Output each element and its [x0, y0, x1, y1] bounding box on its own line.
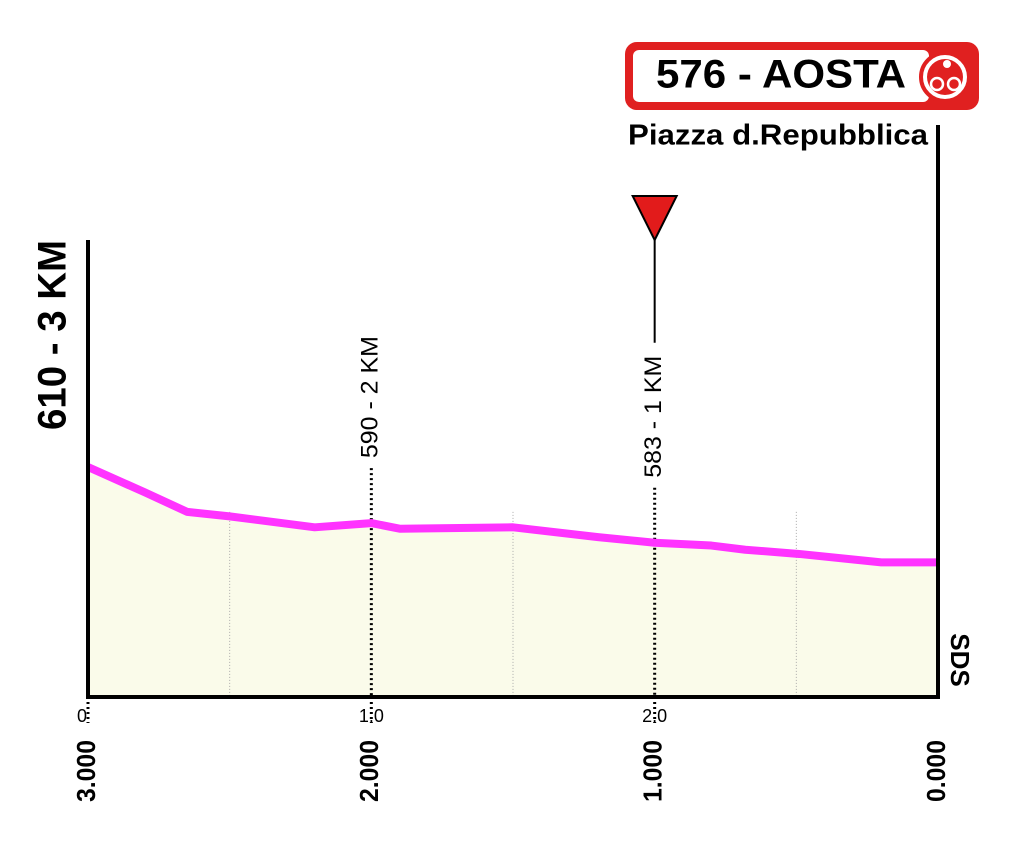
chart-subtitle: Piazza d.Repubblica: [628, 120, 929, 152]
annotation: 590 - 2 KM: [357, 336, 384, 458]
finish-icon-head: [943, 60, 951, 68]
finish-icon-fill: [927, 59, 963, 95]
x-tick-label: 0: [77, 706, 87, 726]
profile-line: [86, 463, 938, 567]
chart-title: 576 - AOSTA: [656, 53, 906, 97]
remaining-distance-label: 2.000: [354, 740, 384, 802]
x-tick-label: 1.0: [359, 706, 384, 726]
area-fill: [88, 467, 938, 697]
x-tick-label: 2.0: [642, 706, 667, 726]
title-box: [633, 50, 929, 102]
finish-icon-wheel: [929, 76, 945, 92]
remaining-distance-label: 0.000: [921, 740, 951, 802]
flag-marker: [631, 195, 679, 243]
plot: 610 - 3 KM 590 - 2 KM 583 - 1 KM 0 1.0 2.0 3.0…: [31, 125, 951, 802]
finish-icon-wheel: [946, 76, 962, 92]
remaining-distance-label: 1.000: [638, 740, 668, 802]
annotation: 610 - 3 KM: [31, 240, 75, 430]
credit: SDS: [945, 633, 975, 686]
annotation: 583 - 1 KM: [640, 356, 667, 478]
remaining-distance-label: 3.000: [71, 740, 101, 802]
